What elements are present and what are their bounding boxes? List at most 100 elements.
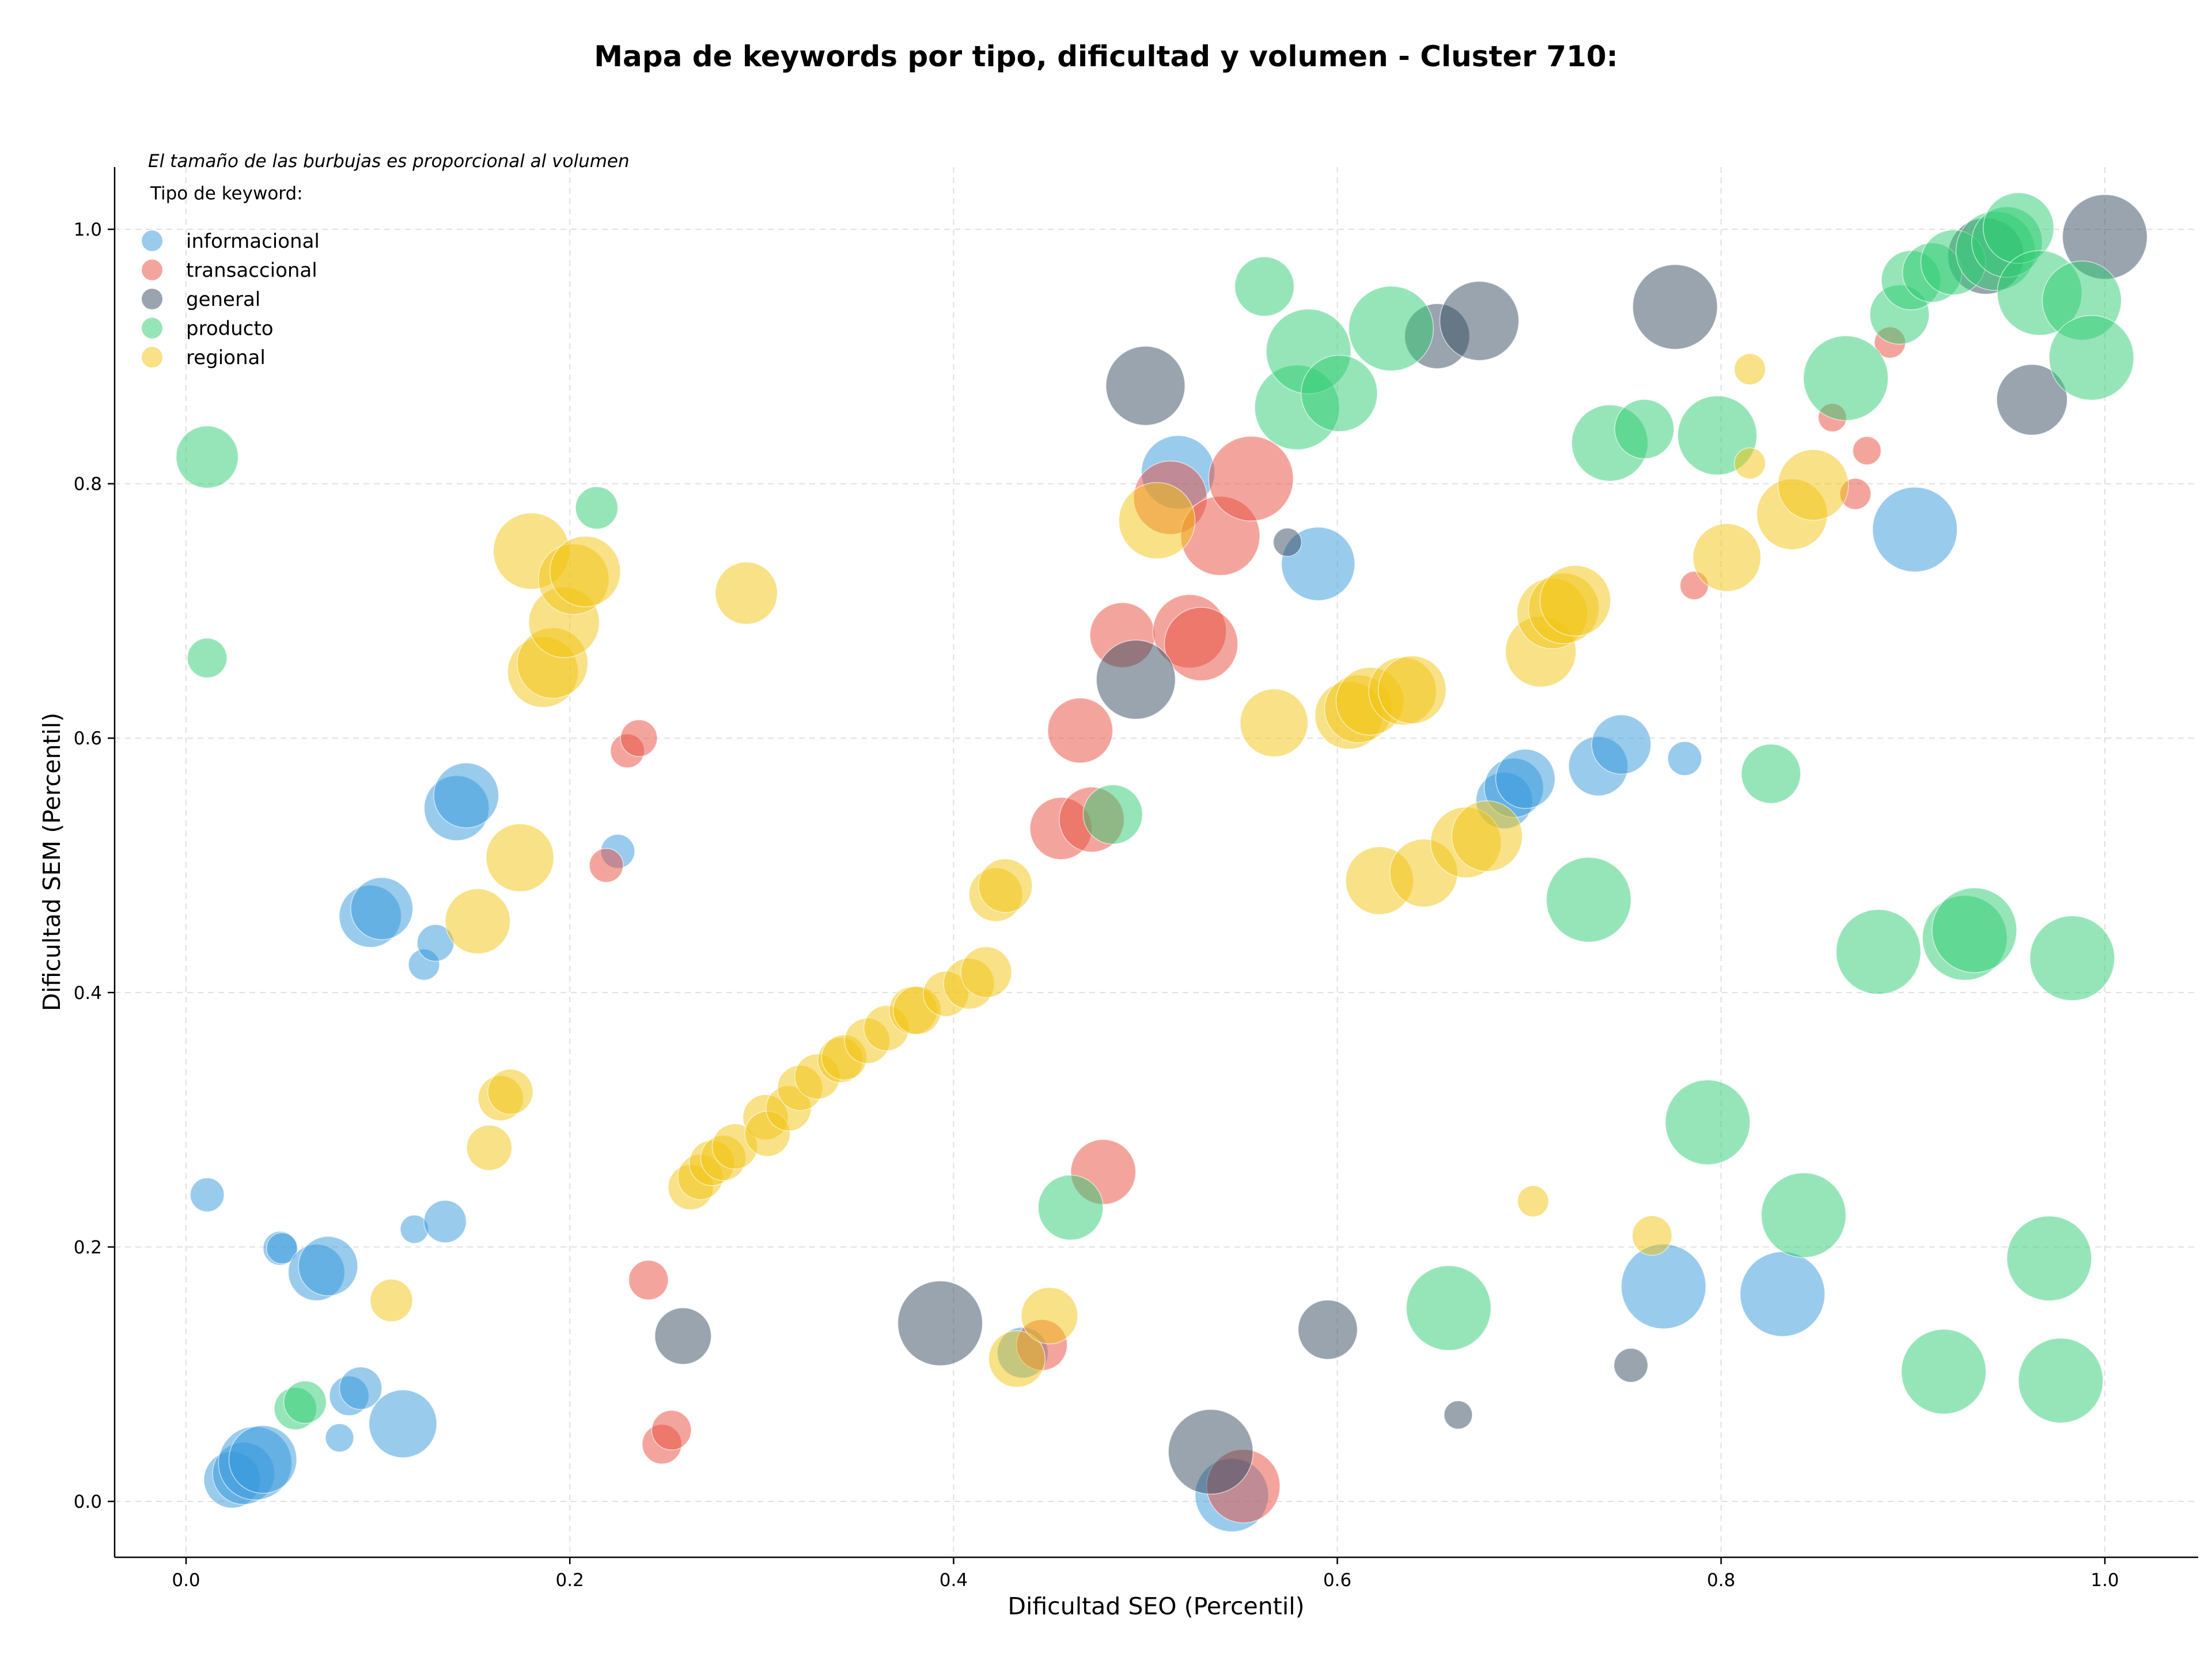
bubble-regional [988,1330,1046,1388]
series-producto [175,192,2134,1431]
bubble-informacional [423,1200,467,1243]
bubble-producto [1546,857,1632,943]
legend-marker-general [142,289,162,309]
bubble-regional [1777,449,1849,521]
bubble-layer [175,192,2148,1533]
bubble-producto [1803,335,1889,421]
bubble-regional [978,858,1033,913]
bubble-regional [1631,1215,1672,1256]
bubble-transaccional [651,1410,692,1451]
bubble-producto [2006,1216,2092,1301]
bubble-informacional [368,1389,437,1458]
x-axis-label: Dificultad SEO (Percentil) [1007,1592,1304,1620]
legend-marker-informacional [142,230,162,251]
bubble-transaccional [628,1259,669,1300]
x-tick-label: 0.2 [556,1570,584,1591]
series-transaccional [589,326,1906,1523]
bubble-transaccional [1208,436,1294,522]
bubble-informacional [1740,1251,1825,1337]
series-general [654,194,2148,1495]
legend-label-regional: regional [186,346,266,369]
legend-marker-transaccional [142,259,162,281]
y-tick-label: 0.6 [74,728,102,749]
bubble-producto [2018,1337,2104,1424]
bubble-general [1444,1400,1473,1430]
x-tick-label: 0.8 [1707,1570,1735,1591]
y-tick-label: 1.0 [74,220,102,240]
y-axis-label: Dificultad SEM (Percentil) [38,713,66,1011]
x-tick-label: 1.0 [2090,1570,2119,1591]
bubble-producto [1614,399,1675,459]
bubble-informacional [1872,486,1958,573]
bubble-regional [1118,482,1196,559]
bubble-producto [1037,1174,1104,1241]
bubble-regional [1451,800,1523,872]
axis-ticks: 0.0 0.0 0.2 0.2 0.4 0.4 0.6 0.6 0.8 0.8 1.0 1.0 [74,220,2119,1591]
bubble-producto [1234,256,1295,317]
bubble-producto [187,638,228,679]
bubble-regional [1734,353,1766,385]
bubble-regional [1517,1185,1550,1217]
bubble-regional [960,946,1012,998]
bubble-producto [175,425,239,489]
y-tick-label: 0.2 [74,1237,102,1258]
bubble-general [1105,346,1185,426]
bubble-producto [1406,1265,1492,1351]
bubble-general [1632,264,1718,350]
bubble-producto [1760,1172,1847,1258]
legend-label-transaccional: transaccional [186,259,317,282]
bubble-transaccional [1047,697,1113,764]
x-tick-label: 0.0 [172,1570,200,1591]
bubble-informacional [1667,741,1702,776]
bubble-general [1613,1348,1649,1383]
y-tick-label: 0.0 [74,1492,102,1512]
bubble-general [1096,640,1176,720]
bubble-general [654,1307,712,1365]
bubble-general [1297,1299,1358,1360]
bubble-producto [2029,915,2115,1001]
bubble-informacional [350,877,414,940]
bubble-producto [575,486,619,530]
bubble-producto [1348,285,1434,372]
bubble-informacional [325,1423,354,1452]
bubble-regional [466,1125,513,1171]
series-informacional [190,435,1958,1533]
bubble-general [1996,364,2068,436]
series-regional [369,353,1849,1388]
bubble-informacional [339,1366,382,1410]
bubble-producto [1835,909,1922,995]
bubble-producto [1665,1079,1751,1166]
bubble-general [1439,281,1520,361]
bubble-regional [1692,523,1762,592]
x-tick-label: 0.6 [1323,1570,1351,1591]
bubble-producto [283,1380,327,1424]
bubble-regional [1734,447,1766,479]
bubble-regional [549,535,621,607]
bubble-regional [1240,688,1309,758]
legend-label-general: general [186,288,260,311]
bubble-informacional [190,1177,225,1213]
bubble-regional [487,1069,533,1115]
bubble-regional [1539,565,1611,637]
bubble-informacional [228,1425,297,1494]
bubble-producto [2048,315,2134,401]
bubble-informacional [433,762,499,828]
legend-title: Tipo de keyword: [150,183,303,204]
chart-title: Mapa de keywords por tipo, dificultad y … [594,40,1618,73]
bubble-informacional [1591,714,1652,775]
bubble-informacional [298,1236,358,1296]
bubble-regional [369,1278,413,1322]
bubble-informacional [266,1232,298,1265]
bubble-producto [1931,887,2017,973]
legend-marker-regional [142,347,162,368]
y-tick-label: 0.4 [74,983,102,1004]
bubble-general [897,1280,983,1367]
bubble-general [1272,527,1302,557]
x-tick-label: 0.4 [940,1570,968,1591]
bubble-size-note: El tamaño de las burbujas es proporciona… [148,151,630,172]
bubble-transaccional [589,847,624,883]
bubble-general [1168,1409,1254,1495]
bubble-producto [1900,1329,1987,1415]
bubble-regional [1377,655,1447,724]
bubble-transaccional [620,719,658,757]
